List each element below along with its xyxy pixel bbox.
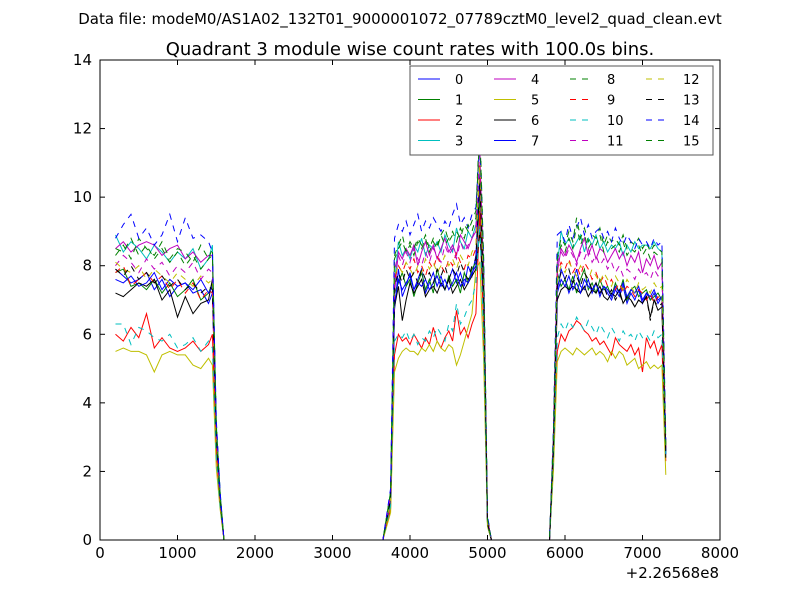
- y-tick-label: 2: [82, 462, 92, 480]
- x-tick-label: 5000: [468, 544, 506, 562]
- x-tick-label: 0: [95, 544, 105, 562]
- legend-label-4: 4: [531, 73, 539, 88]
- legend-label-7: 7: [531, 135, 539, 150]
- x-tick-label: 2000: [236, 544, 274, 562]
- legend-label-5: 5: [531, 94, 539, 109]
- legend-label-11: 11: [607, 135, 624, 150]
- legend-label-1: 1: [455, 94, 463, 109]
- legend-label-10: 10: [607, 114, 624, 129]
- y-tick-label: 6: [82, 325, 92, 343]
- legend-label-3: 3: [455, 135, 463, 150]
- chart-title: Quadrant 3 module wise count rates with …: [166, 39, 655, 60]
- series-line-2: [115, 210, 667, 541]
- series-layer: [115, 121, 667, 541]
- x-tick-label: 8000: [701, 544, 739, 562]
- x-tick-label: 6000: [546, 544, 584, 562]
- y-tick-label: 0: [82, 531, 92, 549]
- series-line-10: [115, 224, 667, 541]
- legend-label-6: 6: [531, 114, 539, 129]
- y-tick-label: 4: [82, 394, 92, 412]
- y-tick-label: 8: [82, 257, 92, 275]
- x-tick-label: 3000: [313, 544, 351, 562]
- y-tick-label: 14: [73, 51, 92, 69]
- series-line-5: [115, 260, 667, 541]
- series-line-9: [115, 162, 667, 541]
- legend-label-0: 0: [455, 73, 463, 88]
- series-line-15: [115, 128, 667, 541]
- legend-label-9: 9: [607, 94, 615, 109]
- legend-label-8: 8: [607, 73, 615, 88]
- chart-suptitle: Data file: modeM0/AS1A02_132T01_90000010…: [78, 10, 722, 29]
- x-tick-label: 4000: [391, 544, 429, 562]
- series-line-11: [115, 149, 667, 541]
- legend-label-14: 14: [683, 114, 700, 129]
- series-line-13: [115, 183, 667, 541]
- y-tick-label: 12: [73, 120, 92, 138]
- legend-label-12: 12: [683, 73, 700, 88]
- legend-label-13: 13: [683, 94, 700, 109]
- y-tick-label: 10: [73, 188, 92, 206]
- series-line-14: [115, 142, 667, 541]
- legend-label-2: 2: [455, 114, 463, 129]
- series-line-8: [115, 121, 667, 541]
- ticks-layer: 0 1000 2000 3000 4000 5000 6000 7000 80000246810…: [73, 51, 739, 562]
- x-tick-label: 1000: [158, 544, 196, 562]
- legend-label-15: 15: [683, 135, 700, 150]
- series-line-12: [115, 166, 667, 541]
- x-tick-label: 7000: [623, 544, 661, 562]
- x-offset-label: +2.26568e8: [626, 564, 719, 582]
